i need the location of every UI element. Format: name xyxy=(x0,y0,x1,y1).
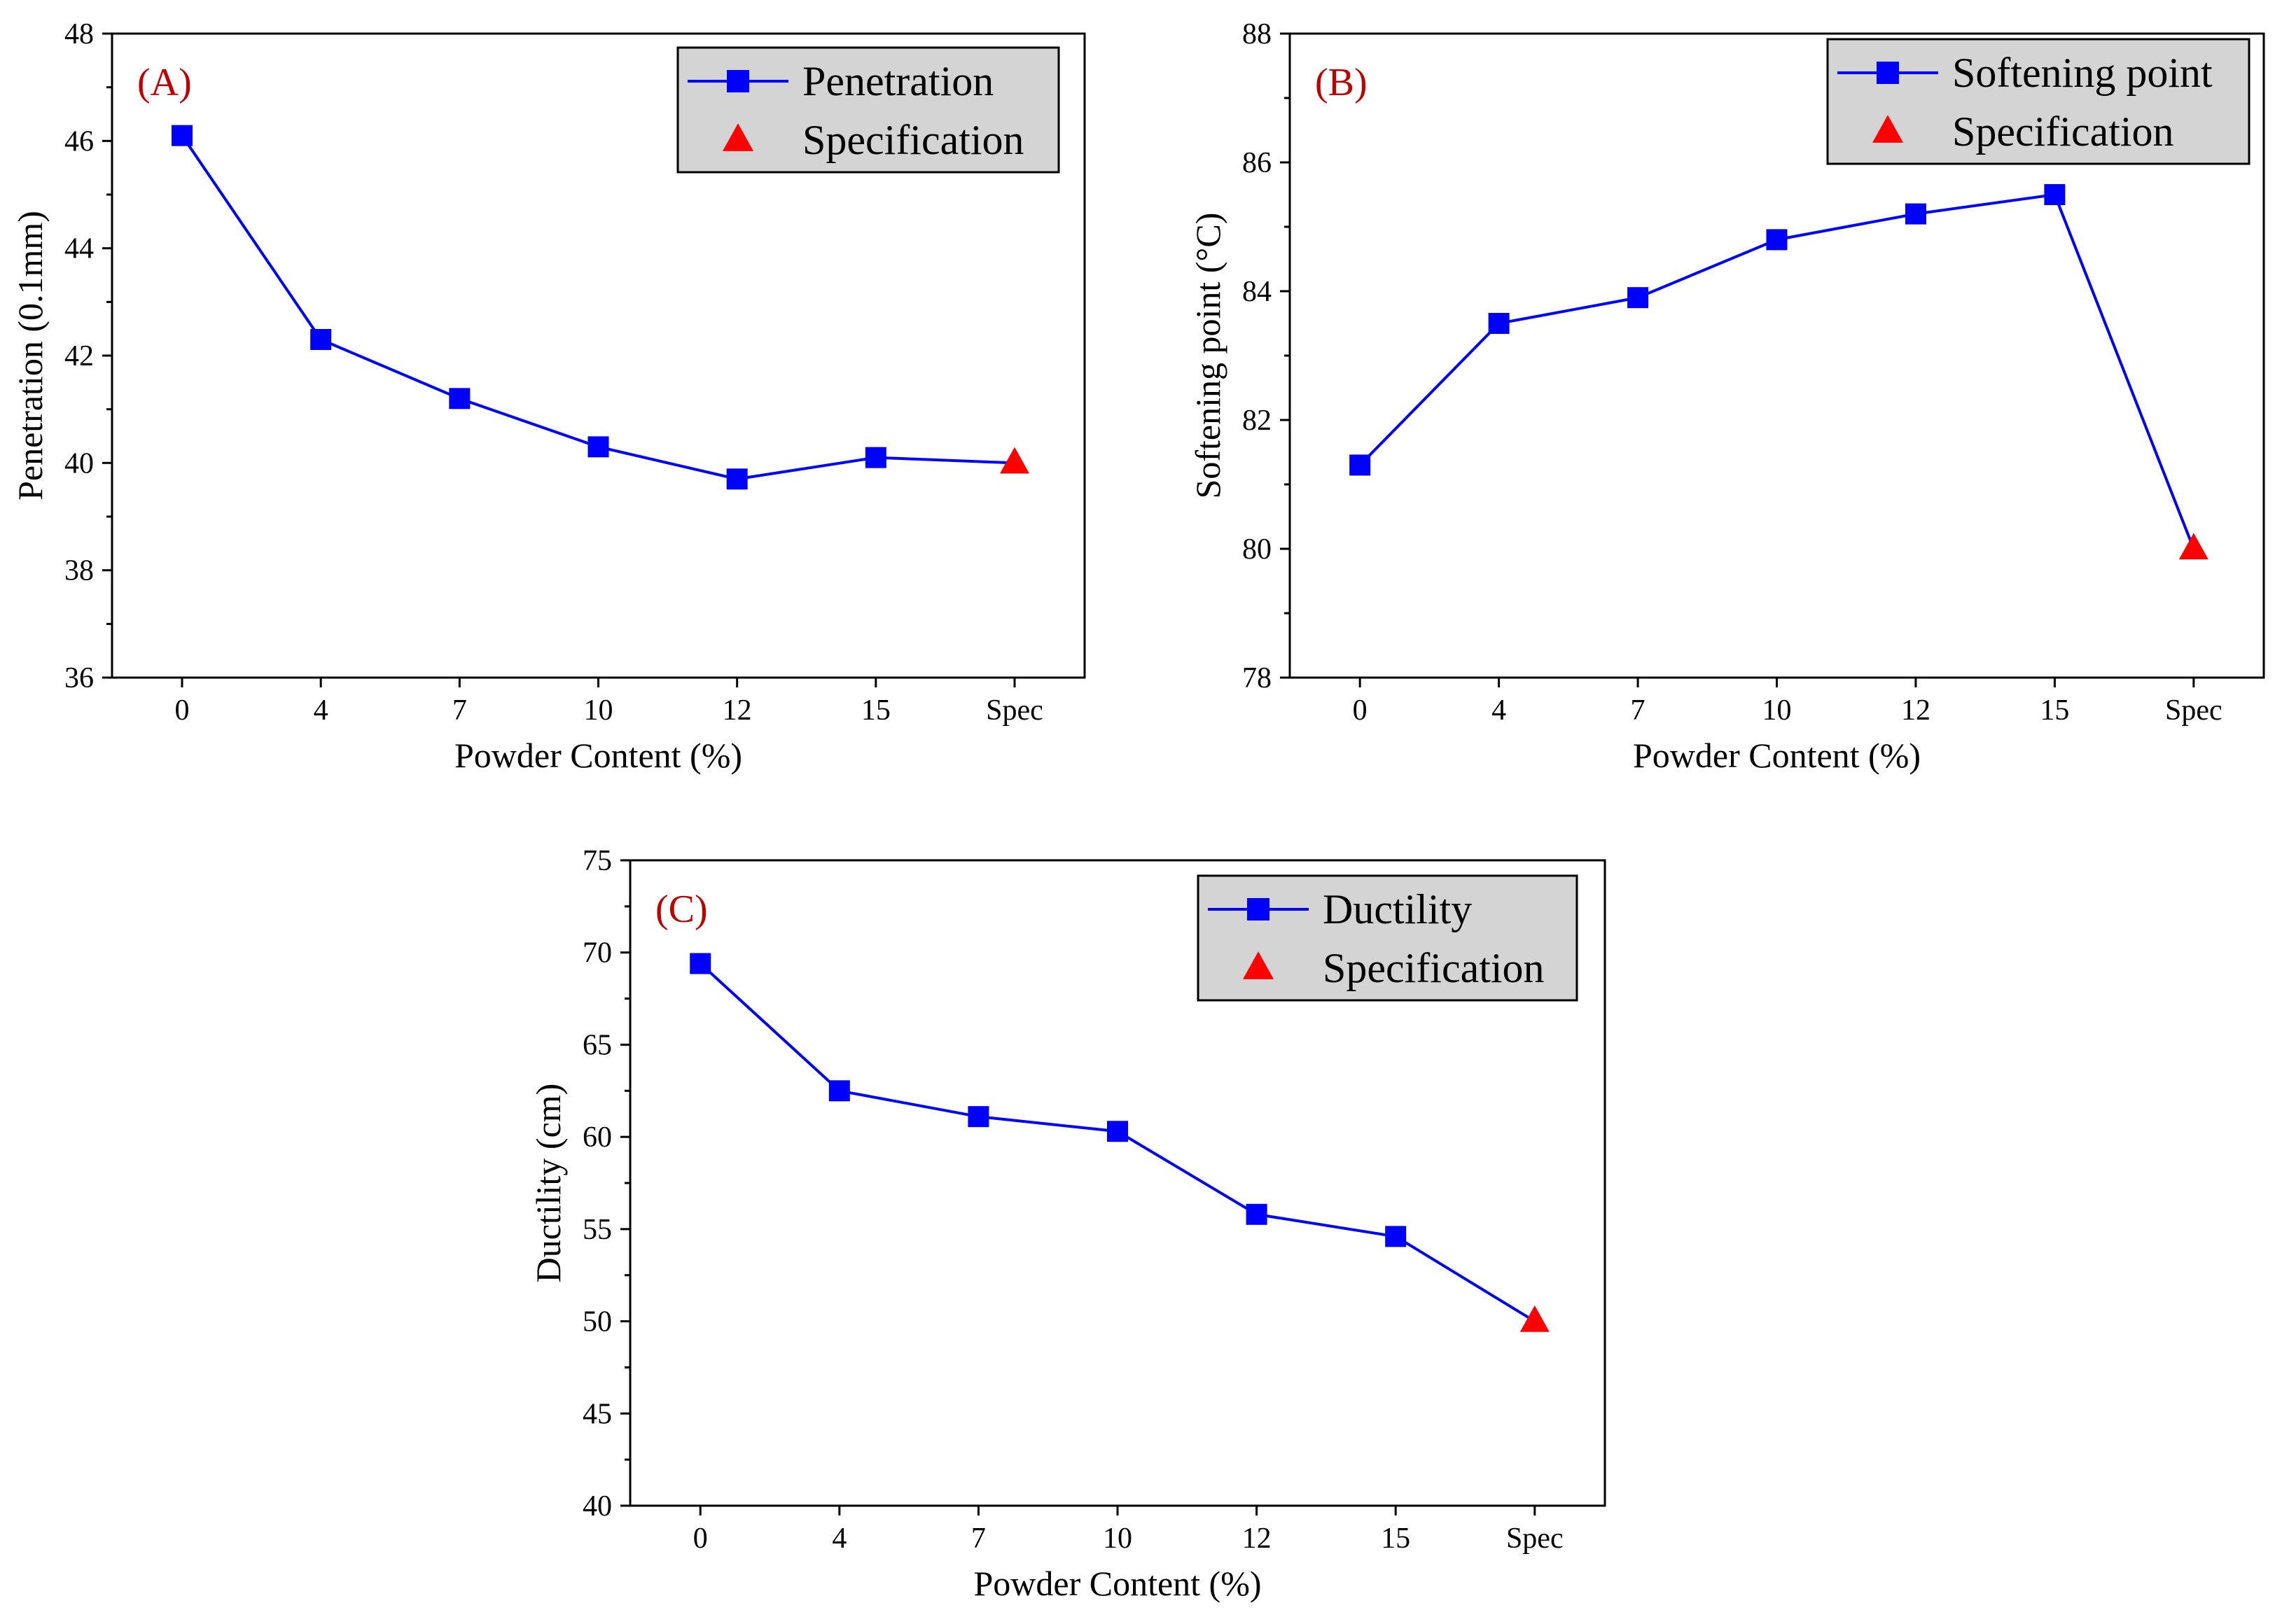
y-tick-label: 80 xyxy=(1242,533,1272,566)
legend-label: Penetration xyxy=(802,58,994,104)
x-tick-label: 15 xyxy=(1381,1522,1410,1555)
x-tick-label: 7 xyxy=(1631,694,1646,727)
y-axis-title: Penetration (0.1mm) xyxy=(11,211,50,500)
x-tick-label: 12 xyxy=(1901,694,1930,727)
legend-box xyxy=(676,46,1060,174)
data-point xyxy=(968,1106,989,1128)
data-point xyxy=(828,1080,850,1102)
legend-square-marker xyxy=(727,70,749,92)
x-tick-label: 4 xyxy=(832,1522,847,1555)
data-point xyxy=(1488,313,1510,334)
y-tick-label: 78 xyxy=(1242,662,1272,694)
y-tick-label: 86 xyxy=(1242,147,1272,179)
y-tick-label: 60 xyxy=(583,1121,612,1154)
data-point xyxy=(1246,1203,1267,1225)
data-point xyxy=(1385,1226,1407,1247)
legend: Softening point Specification xyxy=(1826,38,2250,165)
x-axis-title: Powder Content (%) xyxy=(973,1564,1261,1603)
data-point xyxy=(172,125,193,146)
x-tick-label: 7 xyxy=(971,1522,986,1555)
data-point xyxy=(865,447,886,468)
x-tick-label: 12 xyxy=(723,694,752,727)
x-tick-label: 10 xyxy=(1762,694,1792,727)
x-tick-label: 0 xyxy=(693,1522,708,1555)
y-tick-label: 70 xyxy=(583,937,612,969)
x-tick-label: 10 xyxy=(584,694,613,727)
data-point xyxy=(1107,1121,1128,1142)
y-tick-label: 45 xyxy=(583,1398,612,1430)
panel-label: (C) xyxy=(655,888,708,931)
legend-square-marker xyxy=(1877,62,1899,84)
y-tick-label: 38 xyxy=(64,555,94,587)
legend-box xyxy=(1826,38,2250,165)
y-tick-label: 75 xyxy=(583,845,612,877)
specification-point xyxy=(999,447,1029,474)
legend-triangle-marker xyxy=(1872,115,1903,143)
legend-label: Specification xyxy=(1323,945,1545,991)
x-tick-label: 15 xyxy=(2040,694,2069,727)
y-tick-label: 42 xyxy=(64,340,94,372)
x-tick-label: Spec xyxy=(1506,1522,1564,1555)
series-line xyxy=(699,962,1536,1323)
x-tick-label: 12 xyxy=(1242,1522,1272,1555)
y-tick-label: 44 xyxy=(64,233,94,265)
legend: Penetration Specification xyxy=(676,46,1060,174)
x-tick-label: Spec xyxy=(986,694,1043,727)
panel-a: 36 38 40 42 44 46 48 0 4 7 10 12 15 Spec Powder Conten… xyxy=(11,18,1086,775)
legend: Ductility Specification xyxy=(1197,874,1578,1002)
panel-c: 40 45 50 55 60 65 70 75 0 4 7 10 12 15 Spec Powder Cont… xyxy=(529,845,1606,1603)
y-axis-title: Ductility (cm) xyxy=(529,1084,568,1283)
data-point xyxy=(1627,287,1649,309)
data-point xyxy=(587,436,609,458)
x-tick-label: 7 xyxy=(452,694,467,727)
x-tick-label: 4 xyxy=(314,694,328,727)
specification-point xyxy=(2178,533,2208,560)
x-tick-label: 15 xyxy=(861,694,891,727)
y-tick-label: 55 xyxy=(583,1214,612,1246)
x-tick-label: 0 xyxy=(175,694,190,727)
y-tick-label: 82 xyxy=(1242,405,1272,437)
legend-box xyxy=(1197,874,1578,1002)
y-tick-label: 48 xyxy=(64,18,94,50)
y-tick-label: 40 xyxy=(583,1490,612,1522)
x-axis-title: Powder Content (%) xyxy=(1633,736,1921,775)
y-tick-label: 50 xyxy=(583,1306,612,1338)
data-point xyxy=(1905,203,1926,225)
x-tick-label: 4 xyxy=(1491,694,1506,727)
legend-label: Ductility xyxy=(1323,886,1472,932)
legend-triangle-marker xyxy=(723,123,753,151)
x-tick-label: 0 xyxy=(1353,694,1368,727)
x-tick-label: 10 xyxy=(1103,1522,1132,1555)
series-line xyxy=(181,134,1015,481)
data-point xyxy=(690,953,711,974)
y-tick-label: 46 xyxy=(64,125,94,158)
legend-label: Softening point xyxy=(1952,50,2213,96)
legend-label: Specification xyxy=(1952,108,2174,155)
y-tick-label: 84 xyxy=(1242,276,1272,308)
specification-point xyxy=(1519,1305,1550,1332)
data-point xyxy=(1349,454,1371,476)
legend-label: Specification xyxy=(802,117,1024,163)
data-point xyxy=(1766,229,1788,251)
y-tick-label: 88 xyxy=(1242,18,1272,50)
x-axis-title: Powder Content (%) xyxy=(454,736,742,775)
legend-square-marker xyxy=(1247,898,1269,920)
data-point xyxy=(726,468,748,490)
y-tick-label: 40 xyxy=(64,447,94,479)
panel-b: 78 80 82 84 86 88 0 4 7 10 12 15 Spec Powder Content … xyxy=(1188,18,2265,775)
x-tick-label: Spec xyxy=(2165,694,2222,727)
y-tick-label: 36 xyxy=(64,662,94,694)
data-point xyxy=(310,329,332,350)
panel-label: (B) xyxy=(1315,61,1368,104)
data-point xyxy=(2044,184,2066,205)
legend-triangle-marker xyxy=(1243,951,1274,979)
y-tick-label: 65 xyxy=(583,1029,612,1061)
panel-label: (A) xyxy=(137,61,192,104)
data-point xyxy=(449,388,471,410)
y-axis-title: Softening point (°C) xyxy=(1188,213,1227,499)
